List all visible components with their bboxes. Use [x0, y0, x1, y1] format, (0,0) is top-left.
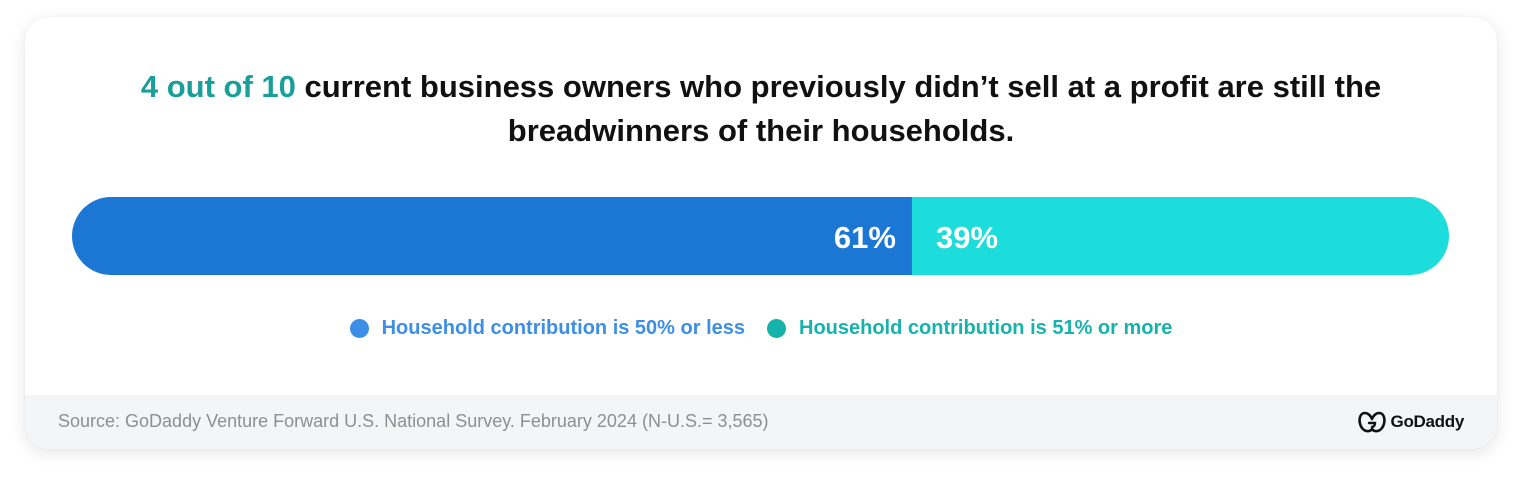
title-line-2: breadwinners of their households.	[507, 113, 1015, 148]
legend-label: Household contribution is 51% or more	[799, 317, 1173, 339]
chart-legend: Household contribution is 50% or less Hou…	[25, 317, 1497, 340]
bar-segment-2	[911, 197, 1449, 275]
legend-item-1: Household contribution is 50% or less	[349, 317, 745, 340]
godaddy-logo-icon	[1357, 411, 1386, 433]
bar-segment-1	[72, 197, 912, 275]
title-line-1: 4 out of 10 current business owners who …	[25, 65, 1497, 109]
legend-dot-icon	[349, 319, 369, 338]
legend-label: Household contribution is 50% or less	[381, 317, 745, 339]
title-line-1-rest: current business owners who previously d…	[295, 69, 1382, 104]
title-highlight: 4 out of 10	[140, 69, 296, 104]
legend-item-2: Household contribution is 51% or more	[767, 317, 1172, 340]
footer-bar: Source: GoDaddy Venture Forward U.S. Nat…	[25, 395, 1497, 449]
bar-label-2: 39%	[936, 220, 998, 255]
legend-dot-icon	[767, 319, 786, 338]
source-note: Source: GoDaddy Venture Forward U.S. Nat…	[58, 411, 769, 431]
chart-title: 4 out of 10 current business owners who …	[25, 65, 1497, 153]
stacked-bar-chart: 61% 39%	[72, 197, 1449, 275]
bar-label-1: 61%	[834, 220, 896, 255]
infographic-card: 4 out of 10 current business owners who …	[25, 17, 1497, 449]
logo-text: GoDaddy	[1390, 412, 1465, 431]
godaddy-logo: GoDaddy	[1357, 410, 1465, 434]
